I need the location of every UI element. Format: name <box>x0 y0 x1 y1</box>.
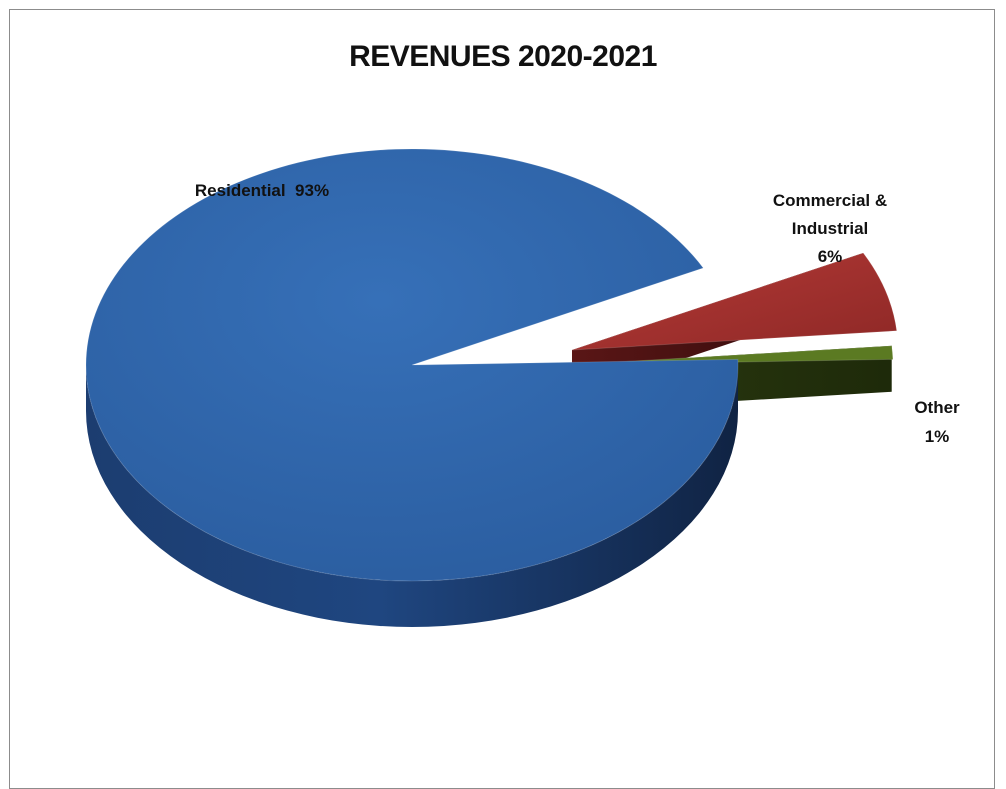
label-other-line-2: 1% <box>925 427 950 446</box>
label-commercial-industrial-line-2: Industrial <box>792 219 869 238</box>
label-commercial-industrial-line-1: Commercial & <box>773 191 887 210</box>
label-residential: Residential 93% <box>195 181 329 200</box>
slice-other-top <box>566 345 894 366</box>
slice-residential-top <box>85 148 739 582</box>
label-commercial-industrial-line-3: 6% <box>818 247 843 266</box>
slice-commercial-industrial-top <box>571 252 898 351</box>
chart-title: REVENUES 2020-2021 <box>349 40 657 73</box>
slice-residential-side <box>86 365 738 627</box>
label-other-line-1: Other <box>914 398 960 417</box>
